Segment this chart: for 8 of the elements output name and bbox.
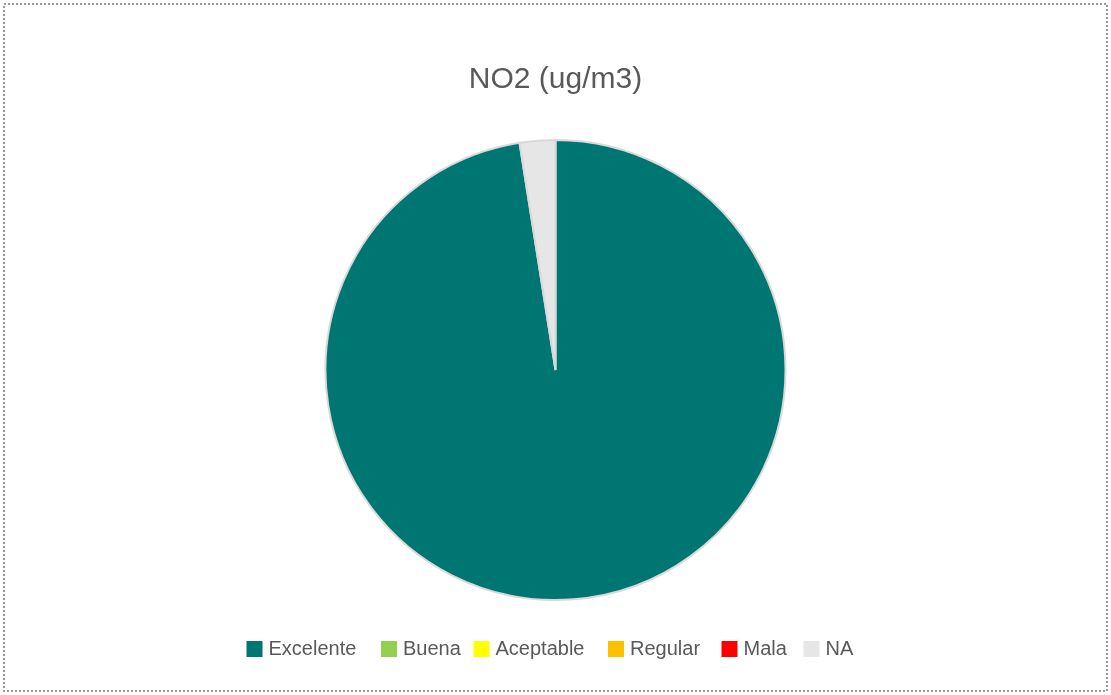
chart-title: NO2 (ug/m3) (468, 61, 643, 94)
legend-label: NA (825, 637, 854, 659)
legend-label: Mala (743, 637, 788, 659)
legend-label: Regular (630, 637, 701, 659)
legend-label: Aceptable (495, 637, 585, 659)
legend-label: Buena (403, 637, 462, 659)
pie-slice (324, 139, 787, 601)
legend-label: Excelente (268, 637, 357, 659)
